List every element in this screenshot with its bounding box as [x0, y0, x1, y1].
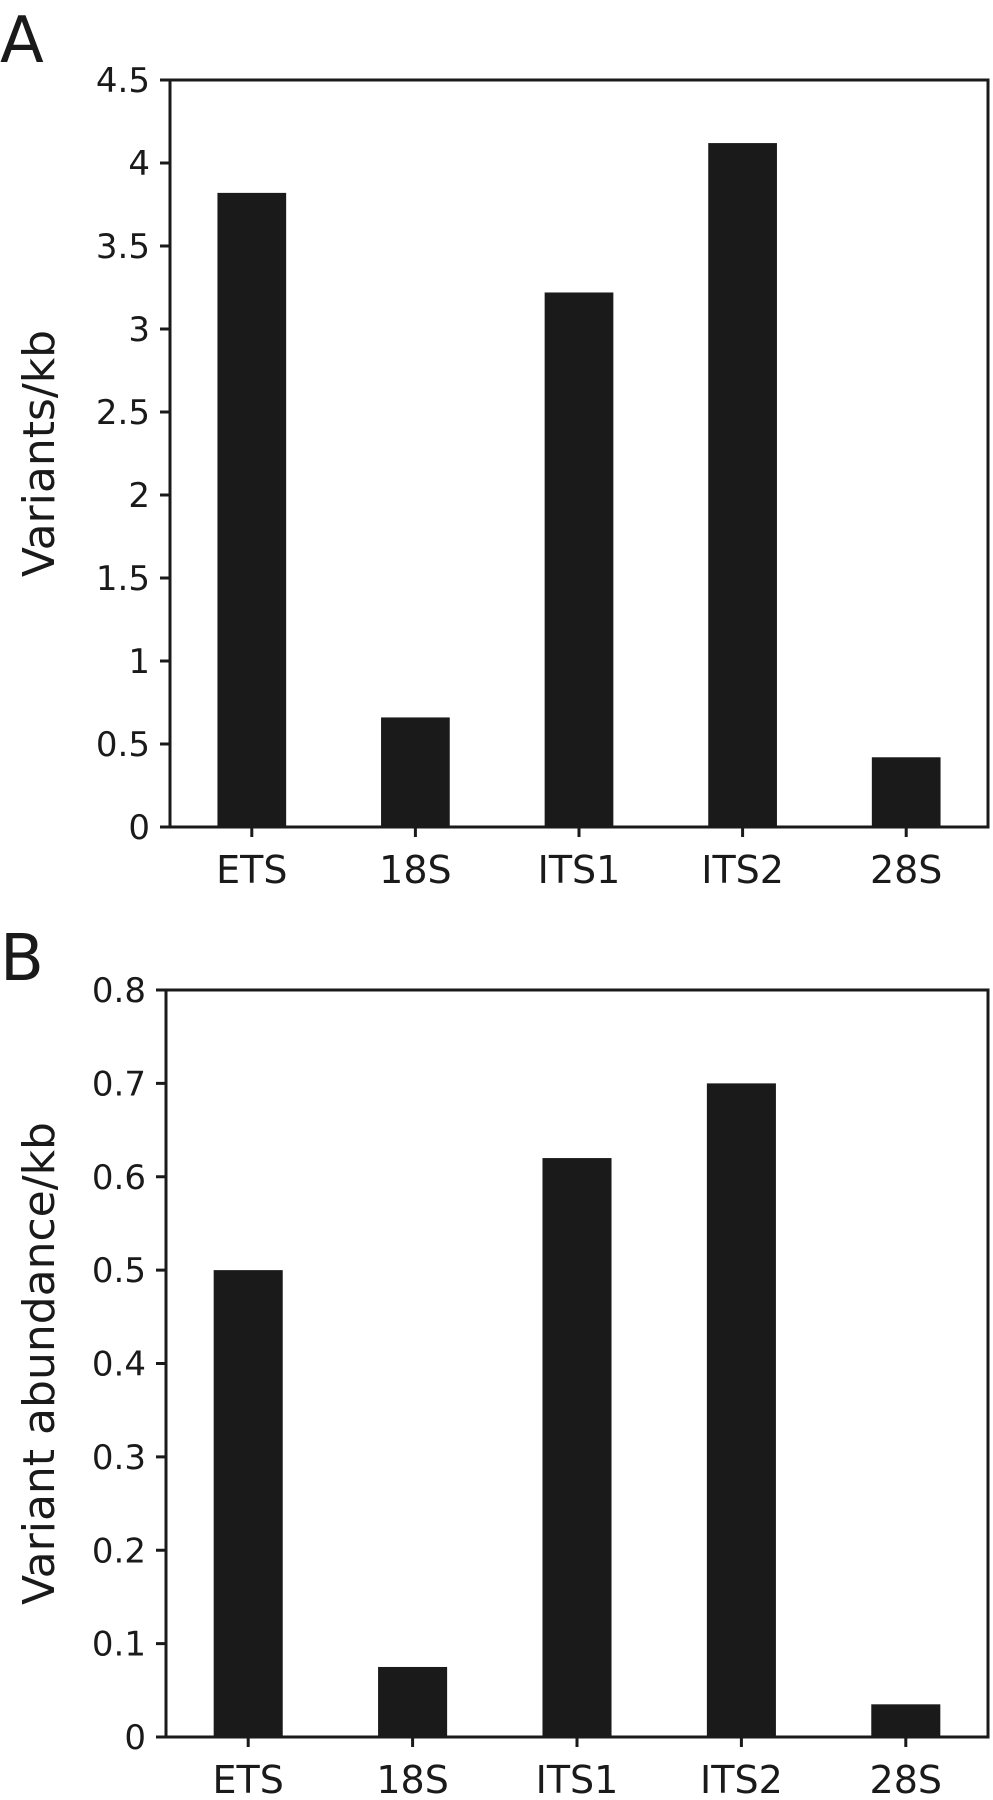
- bar-b-its1: [542, 1158, 612, 1737]
- y-tick-label-a: 2.5: [96, 393, 150, 433]
- panel-a: A 0 0.5 1 1.5 2 2.5 3 3.5 4 4.5 ETS 18S ITS1 ITS2 28S V…: [0, 4, 990, 892]
- category-label-b: 18S: [376, 1758, 448, 1800]
- bar-a-18s: [381, 717, 450, 827]
- y-tick-label-b: 0.7: [92, 1064, 146, 1104]
- y-tick-label-a: 0.5: [96, 725, 150, 765]
- y-axis-title-a: Variants/kb: [14, 330, 65, 577]
- y-tick-label-a: 4.5: [96, 61, 150, 101]
- y-tick-label-b: 0.5: [92, 1251, 146, 1291]
- bar-a-its2: [708, 143, 777, 827]
- panel-b: B 0 0.1 0.2 0.3 0.4 0.5 0.6 0.7 0.8 ETS 18S ITS1 ITS…: [0, 922, 990, 1800]
- category-label-a: ITS1: [538, 848, 621, 892]
- panel-a-chart: 0 0.5 1 1.5 2 2.5 3 3.5 4 4.5 ETS 18S ITS1 ITS2 28S Var…: [14, 61, 990, 892]
- category-label-a: 18S: [379, 848, 451, 892]
- y-tick-label-a: 1.5: [96, 559, 150, 599]
- y-tick-label-b: 0.8: [92, 971, 146, 1011]
- bar-b-its2: [706, 1083, 776, 1737]
- y-axis-title-b: Variant abundance/kb: [14, 1122, 65, 1605]
- y-tick-label-b: 0.4: [92, 1345, 146, 1385]
- category-label-a: ETS: [216, 848, 287, 892]
- bar-a-28s: [871, 757, 941, 827]
- y-tick-label-a: 0: [128, 808, 150, 848]
- panel-a-label: A: [0, 4, 44, 78]
- category-label-a: ITS2: [701, 848, 784, 892]
- y-tick-label-a: 4: [128, 144, 150, 184]
- panel-b-chart: 0 0.1 0.2 0.3 0.4 0.5 0.6 0.7 0.8 ETS 18S ITS1 ITS2 2…: [14, 971, 990, 1800]
- bar-a-ets: [217, 192, 287, 827]
- category-label-b: ITS1: [536, 1758, 619, 1800]
- bar-b-28s: [871, 1704, 941, 1737]
- y-tick-label-b: 0.6: [92, 1158, 146, 1198]
- panel-b-label: B: [0, 922, 44, 996]
- y-tick-label-a: 3.5: [96, 227, 150, 267]
- category-label-a: 28S: [870, 848, 942, 892]
- y-tick-label-b: 0.3: [92, 1438, 146, 1478]
- category-label-b: ITS2: [700, 1758, 783, 1800]
- y-tick-label-a: 2: [128, 476, 150, 516]
- y-tick-label-a: 3: [128, 310, 150, 350]
- y-tick-label-a: 1: [128, 642, 150, 682]
- bar-a-its1: [544, 292, 614, 828]
- bar-b-ets: [213, 1270, 283, 1737]
- y-tick-label-b: 0.1: [92, 1625, 146, 1665]
- category-label-b: ETS: [213, 1758, 284, 1800]
- y-tick-label-b: 0: [124, 1718, 146, 1758]
- category-label-b: 28S: [870, 1758, 942, 1800]
- bar-b-18s: [378, 1666, 448, 1737]
- y-tick-label-b: 0.2: [92, 1531, 146, 1571]
